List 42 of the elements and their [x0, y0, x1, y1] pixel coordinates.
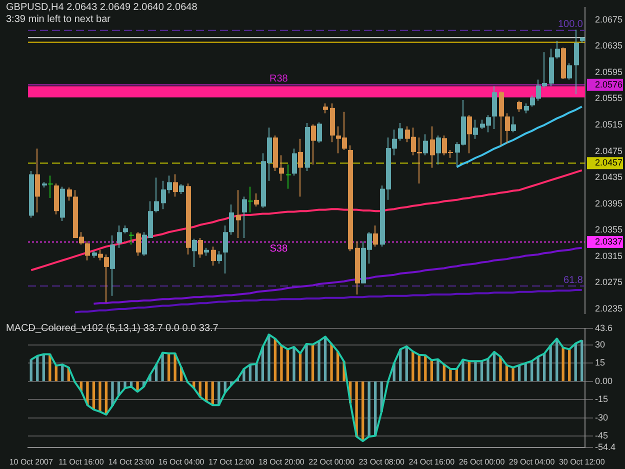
text: 3:39 min left to next bar	[6, 14, 111, 25]
x-tick-label: 14 Oct 23:00	[108, 457, 155, 466]
y-tick-label: 30	[595, 339, 606, 350]
chart-title: MACD_Colored_v102 (5,13,1) 33.7 0.0 0.0 33.7	[6, 323, 218, 334]
ref-line-label: R38	[269, 74, 288, 85]
y-tick-label: 2.0515	[595, 120, 623, 130]
y-tick-label: 2.0355	[595, 224, 623, 235]
x-tick-label: 30 Oct 12:00	[558, 457, 606, 466]
y-tick-label: -30	[595, 412, 608, 422]
y-tick-label: 2.0315	[595, 250, 623, 261]
y-tick-label: 2.0576	[595, 79, 623, 90]
x-tick-label: 23 Oct 08:00	[358, 457, 406, 466]
annotation: 61.8	[564, 274, 584, 286]
y-tick-label: 2.0675	[595, 14, 623, 24]
x-tick-label: 22 Oct 00:00	[308, 457, 355, 466]
y-tick-label: -15	[595, 394, 608, 404]
y-tick-label: 2.0435	[595, 172, 623, 182]
y-tick-label: 2.0555	[595, 93, 623, 104]
ref-line-label: S38	[270, 244, 288, 255]
y-tick-label: 2.0595	[595, 66, 623, 77]
x-tick-label: 17 Oct 12:00	[208, 457, 255, 466]
x-tick-label: 26 Oct 00:00	[458, 457, 506, 466]
y-tick-label: 43.6	[595, 322, 613, 333]
y-tick-label: 2.0475	[595, 146, 623, 156]
y-tick-label: -45	[595, 430, 608, 440]
x-tick-label: 11 Oct 16:00	[58, 457, 104, 466]
chart-title: GBPUSD,H4 2.0643 2.0649 2.0640 2.0648	[6, 2, 198, 13]
y-tick-label: 2.0275	[595, 277, 623, 288]
x-tick-label: 29 Oct 04:00	[508, 457, 556, 466]
y-tick-label: 2.0337	[595, 236, 623, 246]
x-tick-label: 18 Oct 20:00	[258, 457, 305, 466]
x-tick-label: 10 Oct 2007	[9, 457, 54, 466]
y-tick-label: 15	[595, 358, 606, 368]
annotation: 100.0	[558, 19, 584, 30]
x-tick-label: 24 Oct 16:00	[408, 457, 456, 466]
y-tick-label: 0.00	[595, 376, 613, 386]
y-tick-label: 2.0235	[595, 303, 623, 314]
y-tick-label: 2.0457	[595, 158, 623, 168]
x-tick-label: 16 Oct 04:00	[158, 457, 205, 466]
y-tick-label: 2.0635	[595, 40, 623, 51]
y-tick-label: -54.4	[595, 442, 616, 452]
y-tick-label: 2.0395	[595, 198, 623, 208]
